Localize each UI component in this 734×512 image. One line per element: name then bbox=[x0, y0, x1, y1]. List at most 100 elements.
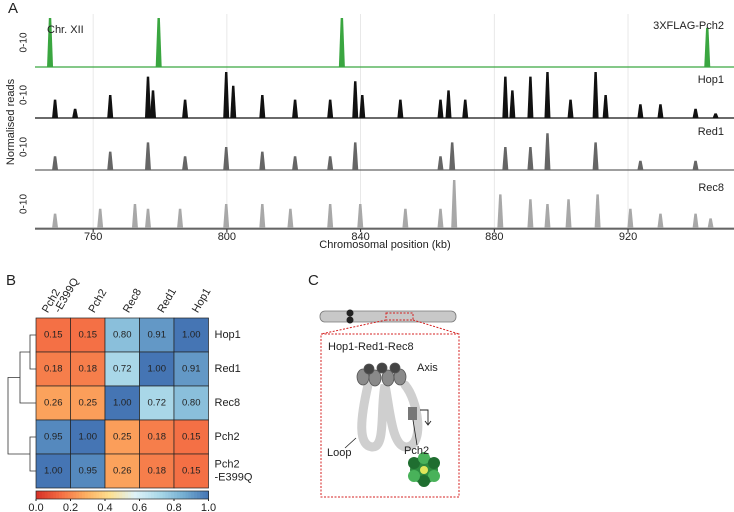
colorbar-step bbox=[99, 491, 103, 499]
colorbar-step bbox=[76, 491, 80, 499]
signal-peak bbox=[357, 204, 364, 228]
signal-peak bbox=[52, 99, 59, 118]
x-axis-label: Chromosomal position (kb) bbox=[319, 239, 450, 251]
cell-label: 1.00 bbox=[148, 364, 167, 375]
panel-c: Hop1-Red1-Rec8 Axis Loop Pch2 bbox=[319, 309, 460, 498]
signal-peak bbox=[223, 204, 230, 228]
colorbar-step bbox=[61, 491, 66, 499]
colorbar-step bbox=[56, 491, 60, 499]
signal-peak bbox=[592, 72, 599, 118]
colorbar-step bbox=[44, 491, 48, 499]
cell-label: 0.18 bbox=[79, 364, 98, 375]
colorbar-step bbox=[153, 491, 158, 499]
track-range: 0-10 bbox=[19, 85, 30, 105]
row-label: Hop1 bbox=[215, 329, 241, 341]
colorbar-step bbox=[142, 491, 146, 499]
cell-label: 1.00 bbox=[79, 432, 98, 443]
colorbar-step bbox=[179, 491, 184, 499]
panel-label: C bbox=[308, 272, 319, 289]
colorbar-step bbox=[79, 491, 83, 499]
x-tick-label: 920 bbox=[619, 231, 637, 243]
signal-peak bbox=[97, 208, 104, 228]
signal-peak bbox=[327, 204, 334, 228]
signal-peak bbox=[397, 99, 404, 118]
colorbar-step bbox=[70, 491, 74, 499]
heatmap-cell bbox=[139, 385, 175, 421]
panel-b: 0.15 0.15 0.80 0.91 1.00 0.18 0.18 0.72 1.00 0.91… bbox=[7, 276, 253, 512]
cell-label: 0.25 bbox=[79, 398, 98, 409]
column-label: Red1 bbox=[155, 286, 179, 315]
row-label: Pch2 bbox=[215, 431, 240, 443]
colorbar-tick-label: 0.0 bbox=[28, 502, 43, 512]
heatmap-cell bbox=[104, 317, 140, 353]
colorbar-step bbox=[205, 491, 209, 499]
colorbar-step bbox=[67, 491, 71, 499]
cell-label: 0.95 bbox=[79, 466, 98, 477]
x-tick-label: 800 bbox=[218, 231, 236, 243]
signal-peak bbox=[338, 18, 345, 67]
chromosome bbox=[319, 310, 457, 323]
cell-label: 0.15 bbox=[182, 432, 201, 443]
signal-peak bbox=[352, 81, 359, 118]
row-label: Rec8 bbox=[215, 397, 241, 409]
signal-peak bbox=[657, 104, 664, 118]
signal-peak bbox=[437, 156, 444, 170]
cell-label: 0.80 bbox=[182, 398, 201, 409]
heatmap-cell bbox=[173, 419, 209, 455]
colorbar-step bbox=[130, 491, 135, 499]
signal-peak bbox=[144, 76, 151, 118]
colorbar-step bbox=[188, 491, 192, 499]
cell-label: 0.26 bbox=[44, 398, 63, 409]
cell-label: 0.18 bbox=[44, 364, 63, 375]
colorbar-step bbox=[197, 491, 201, 499]
colorbar-step bbox=[119, 491, 123, 499]
cell-label: 0.72 bbox=[148, 398, 167, 409]
colorbar-tick-label: 0.2 bbox=[63, 502, 78, 512]
track-range: 0-10 bbox=[19, 137, 30, 157]
colorbar-step bbox=[38, 491, 43, 499]
signal-peak bbox=[567, 99, 574, 118]
colorbar-step bbox=[199, 491, 204, 499]
signal-peak bbox=[602, 95, 609, 118]
cell-label: 0.15 bbox=[44, 330, 63, 341]
panel-a: 3XFLAG-Pch2 0-10 Hop1 0-10 Red1 0-10 Rec8 0-10 7… bbox=[5, 14, 734, 251]
leader bbox=[344, 437, 357, 449]
colorbar-step bbox=[87, 491, 92, 499]
signal-peak bbox=[437, 208, 444, 228]
signal-peak bbox=[223, 147, 230, 170]
colorbar-step bbox=[125, 491, 129, 499]
signal-peak bbox=[704, 27, 711, 67]
signal-peak bbox=[177, 208, 184, 228]
signal-peak bbox=[497, 194, 504, 228]
row-label: Red1 bbox=[215, 363, 241, 375]
colorbar-step bbox=[145, 491, 149, 499]
signal-peak bbox=[544, 133, 551, 170]
colorbar-step bbox=[84, 491, 89, 499]
signal-peak bbox=[72, 108, 79, 118]
colorbar-step bbox=[96, 491, 100, 499]
colorbar-step bbox=[64, 491, 69, 499]
colorbar-step bbox=[191, 491, 195, 499]
column-label: Hop1 bbox=[190, 286, 214, 315]
zoom-region bbox=[385, 312, 414, 321]
heatmap-cell bbox=[104, 385, 140, 421]
colorbar-step bbox=[202, 491, 207, 499]
colorbar-frame bbox=[35, 490, 209, 500]
colorbar-step bbox=[168, 491, 172, 499]
signal-peak bbox=[565, 199, 572, 228]
colorbar-step bbox=[128, 491, 132, 499]
colorbar-step bbox=[82, 491, 86, 499]
signal-peak bbox=[502, 76, 509, 118]
colorbar-step bbox=[93, 491, 97, 499]
signal-peak bbox=[292, 99, 299, 118]
dendrogram bbox=[19, 351, 36, 404]
signal-peak bbox=[182, 99, 189, 118]
signal-peak bbox=[259, 151, 266, 170]
cell-label: 0.91 bbox=[182, 364, 201, 375]
cell-label: 0.26 bbox=[113, 466, 132, 477]
signal-peak bbox=[627, 208, 634, 228]
heatmap-cell bbox=[104, 419, 140, 455]
colorbar-step bbox=[133, 491, 138, 499]
colorbar-step bbox=[73, 491, 77, 499]
dendrogram bbox=[7, 377, 30, 455]
